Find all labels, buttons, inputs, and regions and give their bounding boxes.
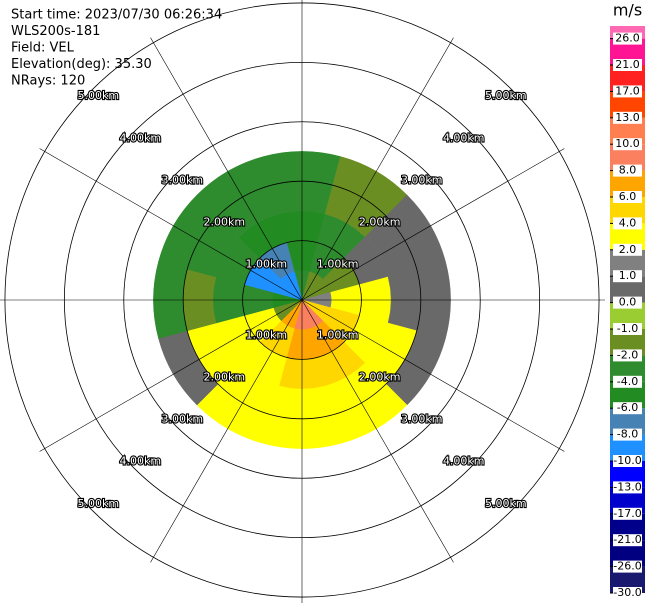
header-line: Elevation(deg): 35.30 [11, 57, 152, 72]
range-label: 2.00km [203, 215, 245, 228]
range-label: 5.00km [77, 497, 119, 510]
header-line: Field: VEL [11, 41, 75, 56]
range-label: 4.00km [443, 455, 485, 468]
colorbar-tick-label: -2.0 [617, 348, 638, 361]
colorbar-tick-label: 8.0 [619, 164, 637, 177]
colorbar-tick-label: 2.0 [619, 243, 637, 256]
range-label: 5.00km [485, 497, 527, 510]
colorbar-label-bg [613, 481, 642, 494]
colorbar-tick-label: -8.0 [617, 428, 638, 441]
colorbar-tick-label: 4.0 [619, 216, 637, 229]
colorbar-label-bg [613, 217, 642, 230]
colorbar-tick-label: -17.0 [613, 507, 641, 520]
colorbar-label-bg [613, 375, 642, 388]
colorbar: m/s -30.0 -26.0 -21.0 -17.0 -13.0 -10.0 -8.0 -6.… [610, 1, 645, 599]
colorbar-tick-label: -6.0 [617, 401, 638, 414]
ray-line [301, 299, 454, 563]
colorbar-tick-label: 17.0 [615, 84, 640, 97]
colorbar-label-bg [613, 111, 642, 124]
ray-line [301, 299, 565, 452]
colorbar-label-bg [613, 534, 642, 547]
colorbar-label-bg [613, 428, 642, 441]
colorbar-label-bg [613, 560, 642, 573]
colorbar-label-bg [613, 455, 642, 467]
colorbar-label-bg [613, 323, 642, 335]
colorbar-tick-label: -26.0 [613, 560, 641, 573]
range-ring [63, 61, 541, 539]
header-line: NRays: 120 [11, 74, 85, 89]
range-label: 3.00km [401, 173, 443, 186]
colorbar-label-bg [613, 349, 642, 362]
range-ring [242, 240, 362, 360]
ray-line [39, 148, 303, 301]
colorbar-tick-label: 10.0 [615, 137, 640, 150]
ray-line [39, 299, 303, 452]
range-label: 3.00km [161, 413, 203, 426]
range-label: 1.00km [246, 329, 288, 342]
ray-line [150, 37, 303, 301]
colorbar-label-bg [613, 138, 642, 151]
range-label: 5.00km [77, 89, 119, 102]
colorbar-tick-label: 6.0 [619, 190, 637, 203]
colorbar-label-bg [613, 243, 642, 256]
colorbar-label-bg [613, 270, 642, 283]
range-label: 2.00km [359, 371, 401, 384]
colorbar-unit: m/s [613, 1, 642, 20]
colorbar-tick-label: 13.0 [615, 111, 640, 124]
colorbar-label-bg [613, 402, 642, 415]
colorbar-tick-label: -21.0 [613, 533, 641, 546]
range-ring [182, 180, 422, 420]
colorbar-tick-label: -30.0 [613, 586, 641, 599]
range-label: 3.00km [161, 173, 203, 186]
colorbar-tick-label: 26.0 [615, 32, 640, 45]
range-label: 4.00km [119, 131, 161, 144]
colorbar-label-bg [613, 32, 642, 45]
range-ring [123, 121, 481, 479]
range-label: 3.00km [401, 413, 443, 426]
colorbar-tick-label: -4.0 [617, 375, 638, 388]
colorbar-label-bg [613, 59, 642, 71]
header-line: WLS200s-181 [11, 24, 100, 39]
range-label: 4.00km [443, 131, 485, 144]
header: Start time: 2023/07/30 06:26:34WLS200s-1… [11, 8, 222, 89]
colorbar-label-bg [613, 164, 642, 177]
range-label: 4.00km [119, 455, 161, 468]
range-rings: 1.00km 1.00km 1.00km 1.00km 2.00km 2.00km 2.00… [0, 0, 605, 603]
colorbar-label-bg [613, 85, 642, 98]
ray-line [301, 148, 565, 301]
colorbar-label-bg [613, 296, 642, 309]
range-label: 1.00km [317, 257, 359, 270]
colorbar-label-bg [613, 587, 642, 599]
header-line: Start time: 2023/07/30 06:26:34 [11, 8, 222, 23]
colorbar-tick-label: -1.0 [617, 322, 638, 335]
colorbar-tick-label: -13.0 [613, 480, 641, 493]
colorbar-tick-label: 0.0 [619, 296, 637, 309]
ray-line [150, 299, 303, 563]
range-label: 2.00km [203, 371, 245, 384]
colorbar-tick-label: 1.0 [619, 269, 637, 282]
colorbar-tick-label: -10.0 [613, 454, 641, 467]
range-label: 1.00km [317, 329, 359, 342]
colorbar-label-bg [613, 507, 642, 520]
range-label: 1.00km [246, 257, 288, 270]
range-label: 2.00km [359, 215, 401, 228]
colorbar-label-bg [613, 191, 642, 203]
ray-line [301, 37, 454, 301]
range-ring [4, 2, 600, 598]
range-label: 5.00km [485, 89, 527, 102]
colorbar-tick-label: 21.0 [615, 58, 640, 71]
